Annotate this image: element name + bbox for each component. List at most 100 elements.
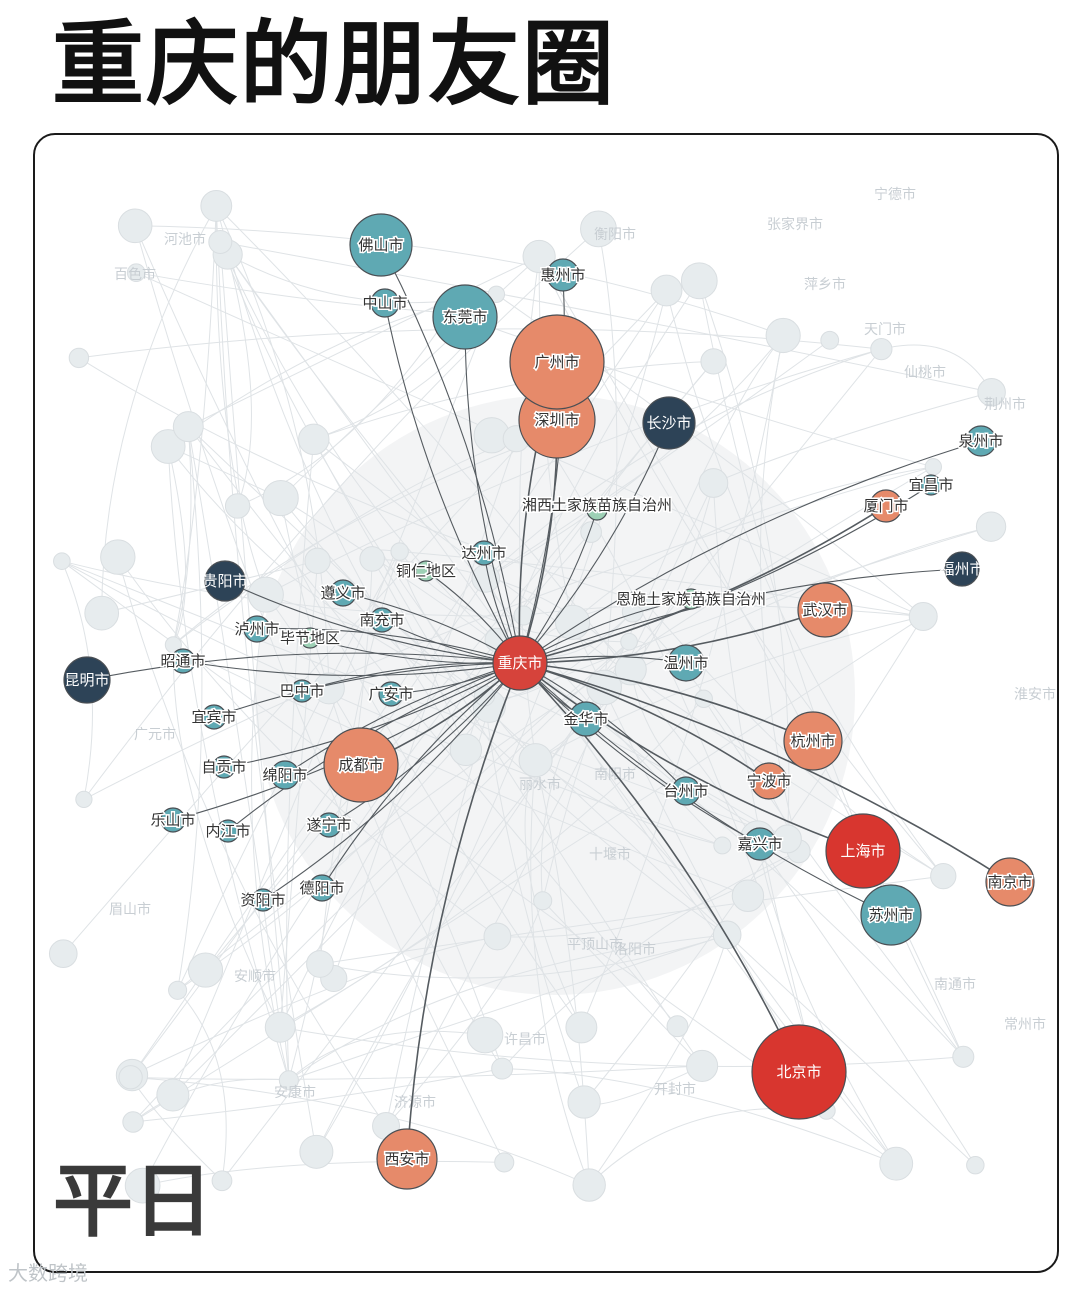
edge-中山市 [384, 302, 521, 664]
background-node [156, 1078, 190, 1112]
background-link [666, 290, 944, 877]
background-link [132, 1078, 289, 1123]
background-node [48, 939, 78, 969]
node-厦门市[interactable] [869, 489, 903, 523]
background-link [501, 850, 799, 1069]
edge-自贡市 [223, 662, 521, 768]
node-广州市[interactable] [509, 314, 605, 410]
background-link [530, 760, 590, 1186]
node-嘉兴市[interactable] [743, 827, 777, 861]
node-恩施土家族苗族自治州[interactable] [680, 588, 702, 610]
background-city-label: 平顶山市 [567, 936, 623, 953]
node-杭州市[interactable] [783, 711, 843, 771]
node-label-泉州市: 泉州市 [958, 432, 1003, 450]
node-泉州市[interactable] [965, 425, 997, 457]
background-node [466, 1016, 504, 1054]
node-苏州市[interactable] [860, 884, 922, 946]
node-南充市[interactable] [369, 607, 395, 633]
node-台州市[interactable] [671, 776, 701, 806]
node-自贡市[interactable] [212, 755, 236, 779]
background-node [572, 1168, 606, 1202]
node-label-重庆市: 重庆市 [497, 654, 542, 672]
node-资阳市[interactable] [251, 888, 275, 912]
background-link [538, 256, 964, 1057]
background-node [908, 602, 938, 632]
background-city-label: 安康市 [274, 1084, 316, 1101]
edge-佛山市 [380, 244, 521, 664]
background-node [84, 595, 120, 631]
node-广安市[interactable] [378, 681, 404, 707]
node-内江市[interactable] [216, 819, 240, 843]
node-金华市[interactable] [568, 701, 604, 737]
node-label-南充市: 南充市 [359, 611, 404, 629]
background-link [703, 698, 964, 1058]
node-遂宁市[interactable] [316, 812, 342, 838]
background-link [167, 446, 187, 646]
node-福州市[interactable] [944, 551, 980, 587]
background-link [61, 560, 524, 617]
node-毕节地区[interactable] [299, 627, 321, 649]
node-label-成都市: 成都市 [338, 756, 383, 774]
background-link [385, 900, 544, 1127]
node-label-佛山市: 佛山市 [358, 236, 403, 254]
node-武汉市[interactable] [797, 582, 853, 638]
node-label-中山市: 中山市 [362, 294, 407, 312]
background-node [359, 546, 385, 572]
background-link [319, 934, 728, 979]
background-node [390, 542, 409, 561]
background-node [977, 377, 1006, 407]
node-西安市[interactable] [376, 1128, 438, 1190]
background-node [491, 1057, 514, 1080]
node-宁波市[interactable] [750, 762, 788, 800]
node-宜昌市[interactable] [920, 474, 942, 496]
node-绵阳市[interactable] [270, 760, 300, 790]
edge-泉州市 [519, 440, 982, 664]
node-上海市[interactable] [825, 813, 901, 889]
background-city-label: 许昌市 [504, 1031, 546, 1048]
edge-福州市 [519, 568, 963, 664]
background-city-label: 仙桃市 [904, 364, 946, 381]
node-遵义市[interactable] [329, 579, 357, 607]
node-德阳市[interactable] [308, 874, 336, 902]
node-昭通市[interactable] [170, 648, 196, 674]
node-长沙市[interactable] [642, 396, 696, 450]
background-node [820, 330, 840, 350]
node-铜仁地区[interactable] [415, 560, 437, 582]
node-南京市[interactable] [985, 857, 1035, 907]
edge-北京市 [519, 662, 800, 1073]
node-泸州市[interactable] [243, 615, 271, 643]
node-湘西土家族苗族自治州[interactable] [586, 499, 608, 521]
node-中山市[interactable] [370, 288, 400, 318]
background-link [173, 437, 544, 646]
node-label-福州市: 福州市 [939, 560, 984, 578]
background-link [134, 225, 582, 1028]
background-link [173, 644, 749, 897]
background-link [188, 256, 540, 428]
node-成都市[interactable] [323, 727, 399, 803]
node-佛山市[interactable] [349, 213, 413, 277]
node-惠州市[interactable] [546, 258, 580, 292]
node-贵阳市[interactable] [204, 560, 246, 602]
background-link [130, 578, 487, 1078]
node-昆明市[interactable] [63, 656, 111, 704]
background-city-label: 广元市 [134, 726, 176, 743]
background-link [219, 241, 290, 1081]
node-北京市[interactable] [751, 1024, 847, 1120]
edge-昆明市 [86, 652, 521, 681]
background-node [713, 836, 732, 855]
node-重庆市[interactable] [492, 635, 548, 691]
background-city-label: 萍乡市 [804, 276, 846, 293]
node-巴中市[interactable] [290, 679, 314, 703]
node-宜宾市[interactable] [201, 704, 227, 730]
node-温州市[interactable] [667, 644, 705, 682]
background-link [136, 272, 451, 314]
background-link [187, 426, 281, 1028]
node-达州市[interactable] [471, 540, 497, 566]
edge-长沙市 [519, 422, 670, 664]
network-graph-panel: 河池市 百色市 张家界市 萍乡市 天门市 仙桃市 荆州市 宁德市 十堰市 南阳市 丽水市 许昌市 洛阳市… [33, 133, 1059, 1273]
node-东莞市[interactable] [432, 284, 498, 350]
background-link [172, 641, 630, 1096]
background-city-label: 济源市 [394, 1094, 436, 1111]
edge-宜宾市 [213, 662, 521, 718]
node-乐山市[interactable] [160, 807, 186, 833]
